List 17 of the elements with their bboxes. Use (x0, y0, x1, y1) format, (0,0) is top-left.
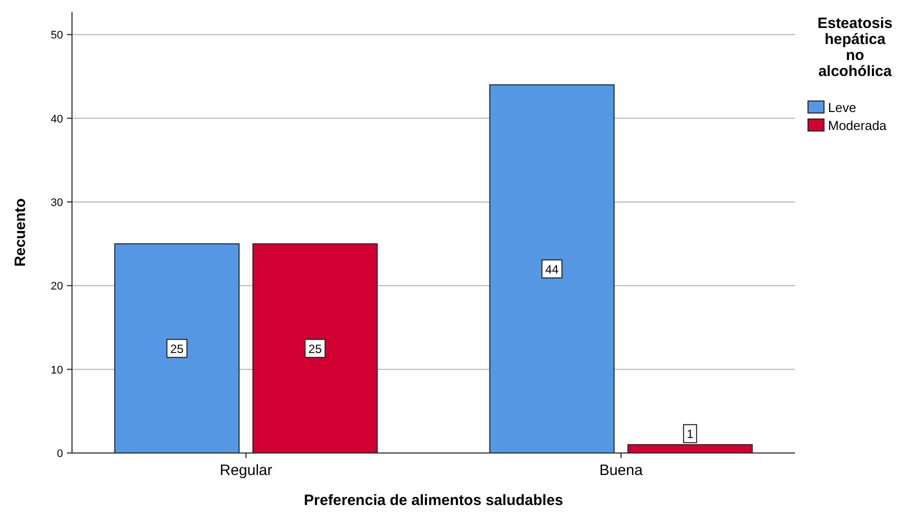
y-tick-label: 0 (56, 448, 63, 460)
legend-label: Leve (828, 100, 856, 115)
y-tick-label: 10 (50, 364, 63, 376)
x-axis-title: Preferencia de alimentos saludables (304, 492, 564, 509)
y-tick-label: 40 (50, 113, 63, 126)
y-tick-label: 20 (50, 280, 63, 293)
y-tick-label: 30 (50, 196, 63, 209)
x-tick-label: Buena (599, 462, 644, 479)
data-label: 25 (308, 342, 322, 356)
y-axis-title: Recuento (12, 198, 29, 267)
data-label: 1 (686, 427, 694, 442)
y-tick-label: 50 (50, 30, 63, 42)
data-label: 25 (170, 342, 184, 356)
x-tick-label: Regular (220, 462, 272, 479)
legend-label: Moderada (828, 118, 888, 133)
data-label: 44 (545, 262, 559, 276)
legend-title: Esteatosis hepática no alcohólica (817, 15, 893, 80)
